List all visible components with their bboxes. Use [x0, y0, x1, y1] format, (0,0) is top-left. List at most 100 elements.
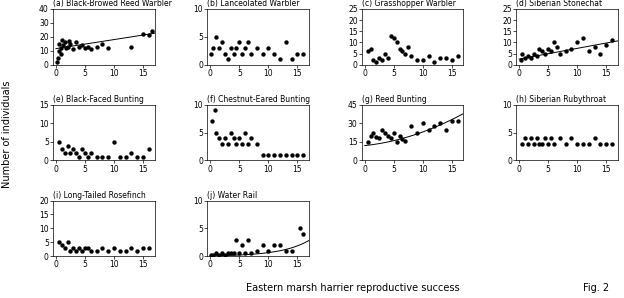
- Point: [572, 40, 582, 45]
- Point: [397, 49, 407, 54]
- Point: [269, 51, 279, 56]
- Point: [214, 46, 224, 50]
- Point: [83, 154, 93, 159]
- Point: [429, 60, 439, 65]
- Point: [417, 58, 427, 63]
- Point: [546, 136, 556, 141]
- Text: Eastern marsh harrier reproductive success: Eastern marsh harrier reproductive succe…: [246, 283, 459, 293]
- Point: [92, 44, 102, 49]
- Point: [144, 147, 154, 152]
- Point: [120, 154, 130, 159]
- Point: [441, 127, 451, 132]
- Point: [298, 232, 308, 236]
- Text: (g) Reed Bunting: (g) Reed Bunting: [362, 95, 427, 104]
- Point: [286, 248, 296, 253]
- Point: [607, 141, 617, 146]
- Point: [578, 35, 588, 40]
- Point: [240, 251, 250, 256]
- Point: [226, 46, 236, 50]
- Point: [529, 51, 539, 56]
- Point: [69, 147, 79, 152]
- Point: [549, 40, 559, 45]
- Point: [80, 246, 90, 250]
- Point: [92, 248, 102, 253]
- Point: [417, 121, 427, 126]
- Point: [412, 131, 422, 136]
- Point: [223, 141, 233, 146]
- Point: [127, 151, 137, 156]
- Text: (e) Black-Faced Bunting: (e) Black-Faced Bunting: [53, 95, 144, 104]
- Point: [207, 253, 217, 257]
- Point: [543, 47, 553, 52]
- Point: [220, 136, 230, 141]
- Point: [69, 246, 79, 250]
- Point: [109, 139, 119, 144]
- Point: [516, 58, 526, 63]
- Point: [138, 246, 148, 250]
- Point: [298, 51, 308, 56]
- Point: [555, 51, 565, 56]
- Point: [220, 252, 230, 257]
- Point: [207, 119, 217, 124]
- Point: [228, 51, 238, 56]
- Point: [371, 135, 381, 139]
- Point: [97, 246, 107, 250]
- Point: [275, 57, 285, 61]
- Point: [232, 141, 241, 146]
- Point: [540, 136, 550, 141]
- Text: Fig. 2: Fig. 2: [583, 283, 610, 293]
- Point: [243, 237, 253, 242]
- Point: [258, 153, 268, 157]
- Point: [120, 248, 130, 253]
- Point: [403, 44, 413, 49]
- Point: [251, 248, 261, 253]
- Point: [540, 51, 550, 56]
- Point: [92, 154, 102, 159]
- Point: [567, 47, 577, 52]
- Point: [237, 51, 247, 56]
- Point: [534, 141, 544, 146]
- Point: [220, 51, 230, 56]
- Point: [66, 41, 76, 46]
- Point: [392, 40, 402, 45]
- Point: [74, 44, 84, 49]
- Point: [377, 127, 387, 132]
- Point: [371, 60, 381, 65]
- Point: [293, 153, 303, 157]
- Point: [226, 251, 236, 256]
- Point: [232, 46, 241, 50]
- Point: [366, 47, 376, 52]
- Point: [80, 151, 90, 156]
- Point: [54, 240, 64, 245]
- Point: [71, 248, 81, 253]
- Point: [363, 49, 373, 54]
- Point: [62, 44, 72, 49]
- Point: [374, 56, 384, 60]
- Point: [54, 48, 64, 53]
- Point: [246, 51, 256, 56]
- Point: [251, 46, 261, 50]
- Point: [435, 121, 445, 126]
- Point: [368, 131, 378, 136]
- Point: [429, 123, 439, 128]
- Text: (b) Lanceolated Warbler: (b) Lanceolated Warbler: [207, 0, 300, 8]
- Point: [601, 42, 611, 47]
- Point: [281, 153, 291, 157]
- Point: [523, 53, 533, 58]
- Point: [208, 46, 218, 50]
- Point: [223, 251, 233, 256]
- Text: Number of individuals: Number of individuals: [2, 80, 12, 188]
- Point: [71, 151, 81, 156]
- Point: [207, 51, 217, 56]
- Point: [263, 46, 273, 50]
- Point: [452, 119, 462, 123]
- Point: [60, 40, 70, 45]
- Point: [115, 154, 125, 159]
- Point: [412, 58, 422, 63]
- Text: (i) Long-Tailed Rosefinch: (i) Long-Tailed Rosefinch: [53, 191, 146, 200]
- Point: [295, 226, 305, 231]
- Point: [103, 154, 113, 159]
- Point: [77, 147, 87, 152]
- Point: [447, 58, 457, 63]
- Point: [217, 40, 227, 45]
